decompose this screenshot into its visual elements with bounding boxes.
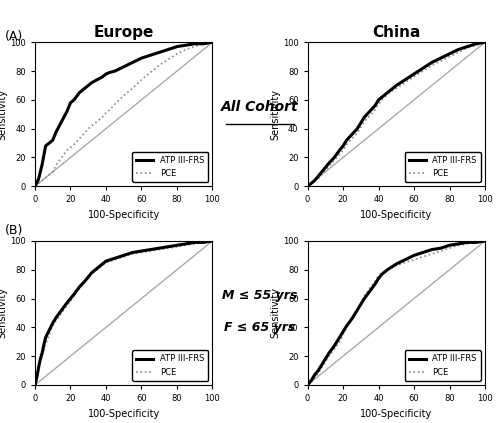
Text: (A): (A) — [5, 30, 23, 43]
Y-axis label: Sensitivity: Sensitivity — [270, 288, 280, 338]
Legend: ATP III-FRS, PCE: ATP III-FRS, PCE — [132, 350, 208, 381]
Y-axis label: Sensitivity: Sensitivity — [270, 89, 280, 140]
Legend: ATP III-FRS, PCE: ATP III-FRS, PCE — [405, 151, 481, 182]
X-axis label: 100-Specificity: 100-Specificity — [88, 409, 160, 418]
Text: M ≤ 55 yrs: M ≤ 55 yrs — [222, 289, 298, 302]
Title: Europe: Europe — [94, 25, 154, 40]
Y-axis label: Sensitivity: Sensitivity — [0, 89, 8, 140]
X-axis label: 100-Specificity: 100-Specificity — [360, 210, 432, 220]
Title: China: China — [372, 25, 420, 40]
Y-axis label: Sensitivity: Sensitivity — [0, 288, 8, 338]
Text: All Cohort: All Cohort — [221, 100, 299, 114]
Text: F ≤ 65 yrs: F ≤ 65 yrs — [224, 321, 296, 334]
Legend: ATP III-FRS, PCE: ATP III-FRS, PCE — [132, 151, 208, 182]
X-axis label: 100-Specificity: 100-Specificity — [88, 210, 160, 220]
X-axis label: 100-Specificity: 100-Specificity — [360, 409, 432, 418]
Text: (B): (B) — [5, 224, 24, 237]
Legend: ATP III-FRS, PCE: ATP III-FRS, PCE — [405, 350, 481, 381]
